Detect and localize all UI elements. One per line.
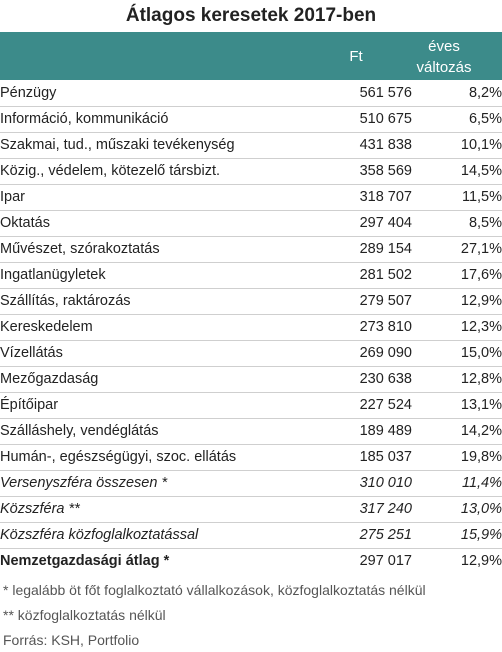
table-row: Humán-, egészségügyi, szoc. ellátás 185 0… bbox=[0, 444, 502, 471]
table-row: Információ, kommunikáció 510 675 6,5% bbox=[0, 106, 502, 133]
table-row: Építőipar 227 524 13,1% bbox=[0, 392, 502, 419]
row-ft-value: 310 010 bbox=[312, 470, 412, 497]
footnote-2: ** közfoglalkoztatás nélkül bbox=[3, 607, 166, 623]
source-note: Forrás: KSH, Portfolio bbox=[3, 632, 140, 648]
header-change-line1: éves bbox=[428, 38, 460, 55]
row-ft-value: 510 675 bbox=[312, 106, 412, 133]
row-ft-value: 275 251 bbox=[312, 522, 412, 549]
row-change-value: 12,3% bbox=[412, 314, 502, 341]
row-ft-value: 297 017 bbox=[359, 553, 412, 570]
row-change-value: 8,2% bbox=[412, 80, 502, 107]
row-ft-value: 561 576 bbox=[312, 80, 412, 107]
row-change-value: 6,5% bbox=[412, 106, 502, 133]
row-label: Ingatlanügyletek bbox=[0, 262, 312, 289]
row-ft-value: 358 569 bbox=[312, 158, 412, 185]
table-title: Átlagos keresetek 2017-ben bbox=[125, 5, 377, 26]
row-label: Nemzetgazdasági átlag * bbox=[0, 553, 170, 570]
footnotes: * legalább öt főt foglalkoztató vállalko… bbox=[0, 578, 502, 652]
row-change-value: 8,5% bbox=[412, 210, 502, 237]
row-change-value: 27,1% bbox=[412, 236, 502, 263]
row-ft-value: 230 638 bbox=[312, 366, 412, 393]
row-ft-value: 189 489 bbox=[312, 418, 412, 445]
row-label: Közszféra közfoglalkoztatással bbox=[0, 522, 312, 549]
table-row: Pénzügy 561 576 8,2% bbox=[0, 80, 502, 107]
row-change-value: 12,9% bbox=[412, 288, 502, 315]
header-change: éves változás bbox=[394, 36, 494, 78]
summary-row: Közszféra közfoglalkoztatással 275 251 15,… bbox=[0, 522, 502, 549]
row-label: Humán-, egészségügyi, szoc. ellátás bbox=[0, 444, 312, 471]
row-ft-value: 317 240 bbox=[312, 496, 412, 523]
table-row: Vízellátás 269 090 15,0% bbox=[0, 340, 502, 367]
table-header: Ft éves változás bbox=[0, 32, 502, 80]
row-ft-value: 297 404 bbox=[312, 210, 412, 237]
earnings-table: Pénzügy 561 576 8,2% Információ, kommunikác… bbox=[0, 80, 502, 574]
row-change-value: 10,1% bbox=[412, 132, 502, 159]
row-change-value: 12,8% bbox=[412, 366, 502, 393]
row-label: Mezőgazdaság bbox=[0, 366, 312, 393]
row-change-value: 19,8% bbox=[412, 444, 502, 471]
row-change-value: 17,6% bbox=[412, 262, 502, 289]
row-ft-value: 269 090 bbox=[312, 340, 412, 367]
row-change-value: 11,5% bbox=[412, 184, 502, 211]
header-change-line2: változás bbox=[416, 59, 472, 76]
table-row: Szakmai, tud., műszaki tevékenység 431 83… bbox=[0, 132, 502, 159]
table-row: Mezőgazdaság 230 638 12,8% bbox=[0, 366, 502, 393]
table-row: Ipar 318 707 11,5% bbox=[0, 184, 502, 211]
row-change-value: 13,1% bbox=[412, 392, 502, 419]
table-row: Művészet, szórakoztatás 289 154 27,1% bbox=[0, 236, 502, 263]
row-ft-value: 281 502 bbox=[312, 262, 412, 289]
header-ft: Ft bbox=[349, 48, 363, 65]
row-label: Szakmai, tud., műszaki tevékenység bbox=[0, 132, 312, 159]
summary-row: Közszféra ** 317 240 13,0% bbox=[0, 496, 502, 523]
row-change-value: 13,0% bbox=[412, 496, 502, 523]
total-row: Nemzetgazdasági átlag * 297 017 12,9% bbox=[0, 548, 502, 574]
row-change-value: 15,9% bbox=[412, 522, 502, 549]
row-label: Közig., védelem, kötezelő társbizt. bbox=[0, 158, 312, 185]
row-change-value: 12,9% bbox=[460, 553, 502, 570]
row-ft-value: 227 524 bbox=[312, 392, 412, 419]
row-ft-value: 431 838 bbox=[312, 132, 412, 159]
row-change-value: 14,2% bbox=[412, 418, 502, 445]
row-label: Ipar bbox=[0, 184, 312, 211]
footnote-1: * legalább öt főt foglalkoztató vállalko… bbox=[3, 582, 426, 598]
row-label: Versenyszféra összesen * bbox=[0, 470, 312, 497]
row-change-value: 11,4% bbox=[412, 470, 502, 497]
table-row: Közig., védelem, kötezelő társbizt. 358 5… bbox=[0, 158, 502, 185]
table-row: Kereskedelem 273 810 12,3% bbox=[0, 314, 502, 341]
row-ft-value: 273 810 bbox=[312, 314, 412, 341]
row-label: Oktatás bbox=[0, 210, 312, 237]
row-ft-value: 185 037 bbox=[312, 444, 412, 471]
row-label: Szállítás, raktározás bbox=[0, 288, 312, 315]
row-label: Szálláshely, vendéglátás bbox=[0, 418, 312, 445]
row-label: Művészet, szórakoztatás bbox=[0, 236, 312, 263]
row-ft-value: 289 154 bbox=[312, 236, 412, 263]
summary-row: Versenyszféra összesen * 310 010 11,4% bbox=[0, 470, 502, 497]
row-label: Információ, kommunikáció bbox=[0, 106, 312, 133]
row-change-value: 14,5% bbox=[412, 158, 502, 185]
row-label: Vízellátás bbox=[0, 340, 312, 367]
row-change-value: 15,0% bbox=[412, 340, 502, 367]
table-row: Oktatás 297 404 8,5% bbox=[0, 210, 502, 237]
row-label: Kereskedelem bbox=[0, 314, 312, 341]
row-label: Építőipar bbox=[0, 392, 312, 419]
row-label: Pénzügy bbox=[0, 80, 312, 107]
row-label: Közszféra ** bbox=[0, 496, 312, 523]
row-ft-value: 318 707 bbox=[312, 184, 412, 211]
table-row: Szálláshely, vendéglátás 189 489 14,2% bbox=[0, 418, 502, 445]
row-ft-value: 279 507 bbox=[312, 288, 412, 315]
table-row: Ingatlanügyletek 281 502 17,6% bbox=[0, 262, 502, 289]
table-row: Szállítás, raktározás 279 507 12,9% bbox=[0, 288, 502, 315]
